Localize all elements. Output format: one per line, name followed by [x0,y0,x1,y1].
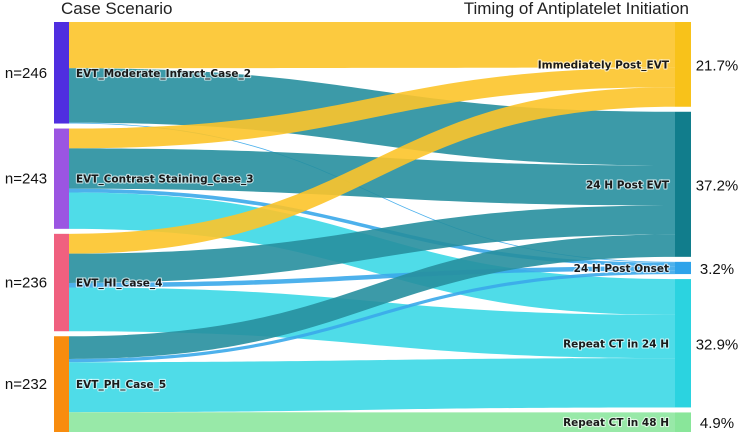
flow-s5-to-t2 [69,234,675,359]
flow-s3-to-t1 [69,67,675,149]
flow-s2-to-t1 [69,22,675,69]
source-node-label: EVT_PH_Case_5 [76,379,166,391]
target-percent-label: 32.9% [696,336,739,353]
target-node-label: Repeat CT in 24 H [563,338,669,350]
flow-s5-to-t4 [69,358,675,413]
target-percent-label: 4.9% [700,415,734,432]
flow-s4-to-t1 [69,87,675,254]
source-node-s2 [54,22,69,124]
target-percent-label: 37.2% [696,177,739,194]
target-node-t2 [675,111,691,257]
source-node-s3 [54,128,69,229]
target-node-t3 [675,261,691,275]
target-node-t1 [675,22,691,107]
target-node-label: 24 H Post EVT [586,179,670,191]
target-node-label: Immediately Post_EVT [538,59,670,71]
left-axis-title: Case Scenario [61,0,173,18]
flow-s5-to-t5 [69,412,675,432]
target-percent-label: 21.7% [696,57,739,74]
target-node-label: Repeat CT in 48 H [563,417,669,429]
flow-s4-to-t4 [69,287,675,359]
flow-s3-to-t3 [69,188,675,267]
target-node-label: 24 H Post Onset [574,263,669,275]
source-node-s4 [54,233,69,332]
source-node-label: EVT_Contrast Staining_Case_3 [76,174,254,186]
target-node-t5 [675,412,691,432]
target-node-t4 [675,279,691,408]
target-percent-label: 3.2% [700,261,734,278]
source-count-label: n=232 [5,376,47,393]
flow-s4-to-t2 [69,205,675,283]
source-count-label: n=236 [5,275,47,292]
source-count-label: n=243 [5,171,47,188]
source-node-label: EVT_Moderate_Infarct_Case_2 [76,68,251,80]
flow-s4-to-t3 [69,266,675,288]
source-count-label: n=246 [5,65,47,82]
flow-layer [69,22,675,432]
source-node-label: EVT_HI_Case_4 [76,278,162,290]
source-node-s5 [54,336,69,432]
label-layer: n=246 EVT_Moderate_Infarct_Case_2 n=243 EVT… [5,57,738,432]
right-axis-title: Timing of Antiplatelet Initiation [464,0,689,18]
flow-s5-to-t3 [69,270,675,363]
node-layer [54,22,691,432]
